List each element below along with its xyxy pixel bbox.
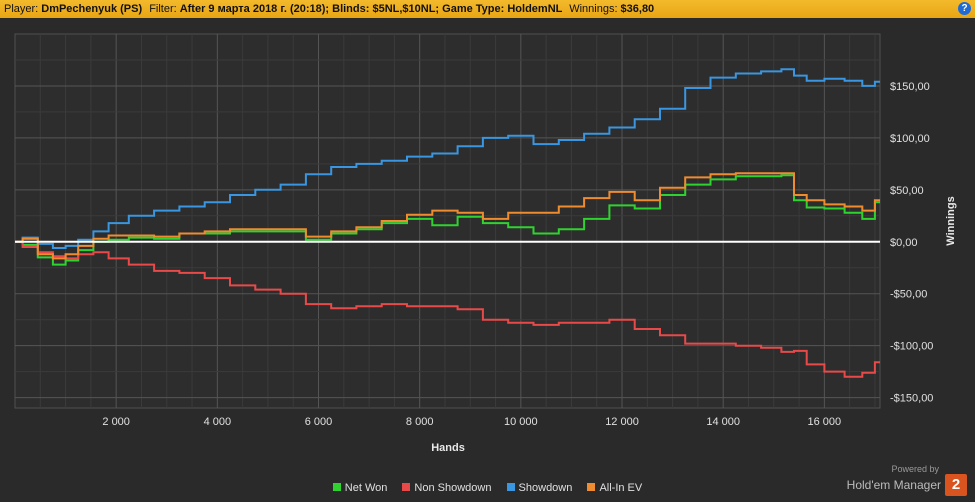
series-line-all-in-ev: [15, 172, 880, 260]
brand-name: Hold'em Manager: [846, 478, 941, 492]
series-line-non-showdown: [15, 240, 880, 378]
series-line-showdown: [15, 68, 880, 249]
help-icon[interactable]: ?: [958, 2, 971, 15]
y-tick-label: $0,00: [890, 237, 918, 249]
brand-logo: 2: [945, 474, 967, 496]
y-axis-ticks: $150,00 $100,00 $50,00 $0,00 -$50,00 -$100,00…: [890, 81, 933, 405]
legend-item-non-showdown[interactable]: Non Showdown: [402, 482, 491, 494]
y-tick-label: -$50,00: [890, 289, 927, 301]
winnings-value: $36,80: [620, 3, 655, 15]
x-tick-label: 12 000: [605, 416, 639, 428]
x-axis-ticks: 2 000 4 000 6 000 8 000 10 000 12 000 14 000 16…: [102, 416, 841, 428]
y-tick-label: $150,00: [890, 81, 930, 93]
x-tick-label: 6 000: [305, 416, 333, 428]
y-tick-label: -$100,00: [890, 341, 933, 353]
filter-header-bar: Player: DmPechenyuk (PS) Filter: After 9 м…: [0, 0, 975, 18]
x-axis-label: Hands: [431, 442, 465, 454]
filter-label: Filter:: [149, 3, 177, 15]
player-value: DmPechenyuk (PS): [41, 3, 143, 15]
x-tick-label: 4 000: [204, 416, 232, 428]
branding: Powered by Hold'em Manager 2: [847, 464, 967, 496]
legend-item-showdown[interactable]: Showdown: [506, 482, 572, 494]
y-axis-label: Winnings: [945, 196, 957, 245]
y-tick-label: $100,00: [890, 133, 930, 145]
legend-item-net-won[interactable]: Net Won: [332, 482, 387, 494]
y-tick-label: $50,00: [890, 185, 924, 197]
player-label: Player:: [4, 3, 39, 15]
x-tick-label: 2 000: [102, 416, 130, 428]
series-lines: [15, 68, 880, 378]
y-tick-label: -$150,00: [890, 393, 933, 405]
powered-by-text: Powered by: [891, 464, 939, 474]
x-tick-label: 14 000: [706, 416, 740, 428]
chart-legend: Net Won Non Showdown Showdown All-In EV: [0, 482, 975, 494]
plot-area: [14, 33, 881, 409]
legend-item-all-in-ev[interactable]: All-In EV: [587, 482, 642, 494]
x-tick-label: 16 000: [808, 416, 842, 428]
filter-value: After 9 марта 2018 г. (20:18); Blinds: $…: [179, 3, 563, 15]
x-tick-label: 8 000: [406, 416, 434, 428]
x-tick-label: 10 000: [504, 416, 538, 428]
winnings-label: Winnings:: [569, 3, 618, 15]
